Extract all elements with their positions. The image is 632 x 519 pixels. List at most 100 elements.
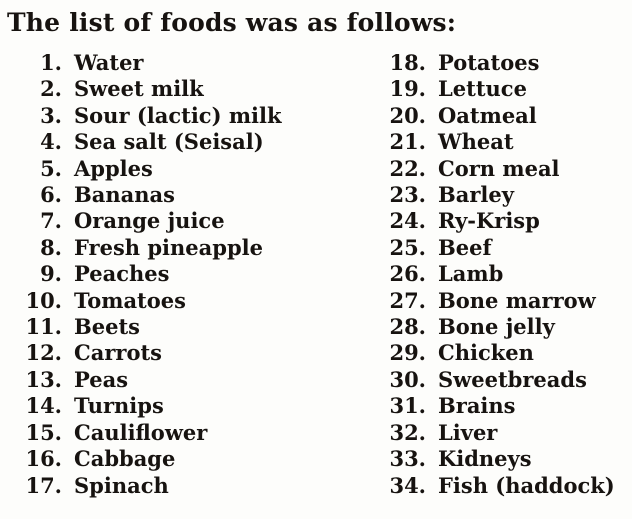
item-label: Liver [438, 419, 498, 445]
list-item: 16. Cabbage [16, 446, 322, 472]
list-item: 27. Bone marrow [380, 288, 615, 314]
item-number: 7. [40, 208, 62, 234]
item-number: 32. [389, 419, 426, 445]
list-item: 29. Chicken [380, 340, 615, 366]
item-number: 23. [389, 182, 426, 208]
item-number: 11. [25, 314, 62, 340]
food-list-column-left: 1. Water 2. Sweet milk 3. Sour (lactic) … [16, 50, 322, 499]
item-label: Potatoes [438, 50, 540, 75]
list-item: 31. Brains [380, 393, 615, 419]
item-label: Fresh pineapple [74, 234, 263, 260]
list-item: 9. Peaches [16, 261, 322, 287]
list-item: 1. Water [16, 50, 322, 76]
list-item: 14. Turnips [16, 393, 322, 419]
item-number: 3. [40, 102, 62, 128]
list-item: 3. Sour (lactic) milk [16, 103, 322, 129]
item-number: 28. [389, 314, 426, 340]
food-list: 1. Water 2. Sweet milk 3. Sour (lactic) … [0, 50, 632, 499]
item-number: 16. [25, 446, 62, 472]
item-label: Water [74, 50, 144, 75]
item-label: Bananas [74, 182, 175, 208]
item-number: 1. [40, 50, 62, 75]
item-label: Spinach [74, 472, 169, 498]
item-number: 20. [389, 102, 426, 128]
list-item: 26. Lamb [380, 261, 615, 287]
item-number: 13. [25, 366, 62, 392]
list-item: 5. Apples [16, 156, 322, 182]
item-number: 9. [40, 261, 62, 287]
list-item: 18. Potatoes [380, 50, 615, 76]
item-label: Wheat [438, 129, 514, 155]
item-label: Sweet milk [74, 76, 204, 102]
item-number: 4. [40, 129, 62, 155]
item-number: 19. [389, 76, 426, 102]
item-number: 10. [25, 287, 62, 313]
list-item: 7. Orange juice [16, 208, 322, 234]
item-number: 34. [389, 472, 426, 498]
item-label: Kidneys [438, 446, 532, 472]
item-label: Sour (lactic) milk [74, 102, 282, 128]
item-number: 5. [40, 155, 62, 181]
item-number: 27. [389, 287, 426, 313]
item-label: Bone jelly [438, 314, 555, 340]
item-label: Chicken [438, 340, 534, 366]
list-item: 30. Sweetbreads [380, 367, 615, 393]
item-number: 17. [25, 472, 62, 498]
item-label: Fish (haddock) [438, 472, 615, 498]
list-item: 4. Sea salt (Seisal) [16, 129, 322, 155]
list-item: 25. Beef [380, 235, 615, 261]
item-label: Barley [438, 182, 514, 208]
item-number: 6. [40, 182, 62, 208]
list-item: 33. Kidneys [380, 446, 615, 472]
list-item: 11. Beets [16, 314, 322, 340]
page-title: The list of foods was as follows: [7, 8, 457, 37]
item-number: 15. [25, 419, 62, 445]
item-label: Sweetbreads [438, 366, 587, 392]
list-item: 2. Sweet milk [16, 76, 322, 102]
item-label: Brains [438, 393, 516, 419]
item-label: Peaches [74, 261, 170, 287]
item-number: 22. [389, 155, 426, 181]
list-item: 15. Cauliflower [16, 420, 322, 446]
item-number: 30. [389, 366, 426, 392]
item-number: 8. [40, 234, 62, 260]
item-label: Apples [74, 155, 153, 181]
item-label: Sea salt (Seisal) [74, 129, 264, 155]
item-number: 26. [389, 261, 426, 287]
item-label: Corn meal [438, 155, 560, 181]
list-item: 21. Wheat [380, 129, 615, 155]
item-label: Oatmeal [438, 102, 537, 128]
item-number: 33. [389, 446, 426, 472]
list-item: 32. Liver [380, 420, 615, 446]
item-label: Peas [74, 366, 129, 392]
item-label: Carrots [74, 340, 162, 366]
item-number: 24. [389, 208, 426, 234]
item-label: Lettuce [438, 76, 527, 102]
item-number: 31. [389, 393, 426, 419]
list-item: 13. Peas [16, 367, 322, 393]
list-item: 6. Bananas [16, 182, 322, 208]
item-label: Ry-Krisp [438, 208, 540, 234]
list-item: 22. Corn meal [380, 156, 615, 182]
list-item: 10. Tomatoes [16, 288, 322, 314]
item-number: 2. [40, 76, 62, 102]
list-item: 12. Carrots [16, 340, 322, 366]
item-number: 21. [389, 129, 426, 155]
list-item: 20. Oatmeal [380, 103, 615, 129]
item-number: 18. [389, 50, 426, 75]
item-label: Lamb [438, 261, 504, 287]
list-item: 23. Barley [380, 182, 615, 208]
list-item: 8. Fresh pineapple [16, 235, 322, 261]
item-label: Bone marrow [438, 287, 596, 313]
list-item: 19. Lettuce [380, 76, 615, 102]
list-item: 24. Ry-Krisp [380, 208, 615, 234]
item-label: Beef [438, 234, 492, 260]
item-label: Turnips [74, 393, 164, 419]
list-item: 17. Spinach [16, 473, 322, 499]
item-number: 12. [25, 340, 62, 366]
item-label: Beets [74, 314, 140, 340]
item-label: Cauliflower [74, 419, 208, 445]
item-label: Orange juice [74, 208, 225, 234]
item-label: Cabbage [74, 446, 176, 472]
